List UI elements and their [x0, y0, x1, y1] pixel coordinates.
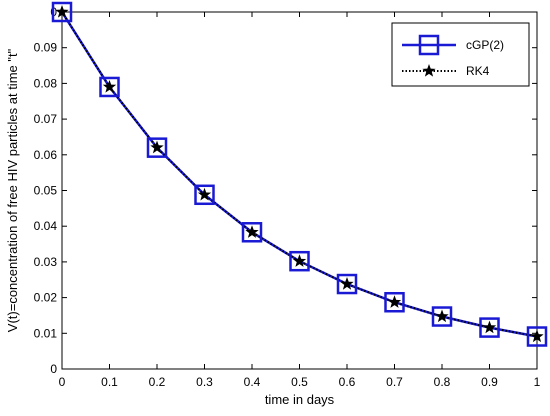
data-point-cgp2 [431, 306, 453, 327]
y-tick-label: 0.02 [34, 291, 58, 305]
data-point-rk4 [482, 320, 497, 334]
data-point-cgp2 [336, 273, 358, 295]
y-tick-label: 0.04 [34, 219, 58, 233]
y-tick-label: 0 [50, 362, 57, 376]
series-line-rk4 [61, 11, 538, 338]
x-tick-label: 0.6 [339, 375, 356, 389]
data-point-rk4 [435, 309, 449, 323]
data-point-rk4 [102, 79, 117, 93]
legend-marker-rk4 [422, 64, 436, 77]
x-tick-label: 0.9 [481, 375, 498, 389]
data-point-rk4 [245, 225, 259, 238]
data-point-cgp2 [384, 291, 405, 313]
y-tick-label: 0.03 [34, 255, 58, 269]
x-tick-label: 0 [59, 375, 66, 389]
x-tick-label: 1 [534, 375, 541, 389]
x-tick-label: 0.4 [244, 375, 261, 389]
y-tick-label: 0.05 [34, 184, 58, 198]
data-point-rk4 [150, 140, 164, 154]
data-point-rk4 [197, 187, 212, 201]
data-point-rk4 [292, 254, 307, 267]
data-point-rk4 [340, 277, 354, 290]
marker-layer [51, 1, 548, 347]
y-tick-label: 0.08 [34, 76, 58, 90]
x-axis-label: time in days [265, 392, 335, 407]
legend-label-rk4: RK4 [466, 64, 490, 78]
data-point-cgp2 [479, 317, 500, 338]
data-point-cgp2 [99, 76, 120, 98]
x-tick-label: 0.2 [149, 375, 166, 389]
data-point-cgp2 [241, 222, 263, 243]
y-tick-label: 0.09 [34, 41, 58, 55]
data-point-cgp2 [289, 250, 310, 272]
x-tick-label: 0.3 [196, 375, 213, 389]
data-point-cgp2 [51, 1, 73, 23]
legend-label-cgp2: cGP(2) [466, 38, 504, 52]
x-tick-label: 0.1 [101, 375, 118, 389]
y-tick-label: 0.07 [34, 112, 58, 126]
x-tick-label: 0.7 [386, 375, 403, 389]
y-tick-label: 0.01 [34, 326, 58, 340]
data-point-rk4 [530, 329, 544, 343]
data-point-cgp2 [526, 326, 548, 347]
legend: cGP(2) RK4 [391, 22, 530, 87]
legend-box [391, 22, 530, 87]
data-point-rk4 [55, 5, 69, 18]
data-point-cgp2 [194, 184, 215, 206]
y-axis-label: V(t)=concentration of free HIV particles… [5, 48, 20, 332]
x-tick-label: 0.8 [434, 375, 451, 389]
axes-layer: 0 0.1 0.2 0.3 0.4 0.5 0.6 0.7 0.8 0.9 1 0 0.01 0.02 0.… [34, 5, 541, 389]
legend-marker-cgp2 [418, 34, 440, 56]
data-point-cgp2 [146, 137, 168, 158]
x-tick-label: 0.5 [291, 375, 308, 389]
y-tick-label: 0.06 [34, 148, 58, 162]
data-point-rk4 [387, 295, 402, 308]
